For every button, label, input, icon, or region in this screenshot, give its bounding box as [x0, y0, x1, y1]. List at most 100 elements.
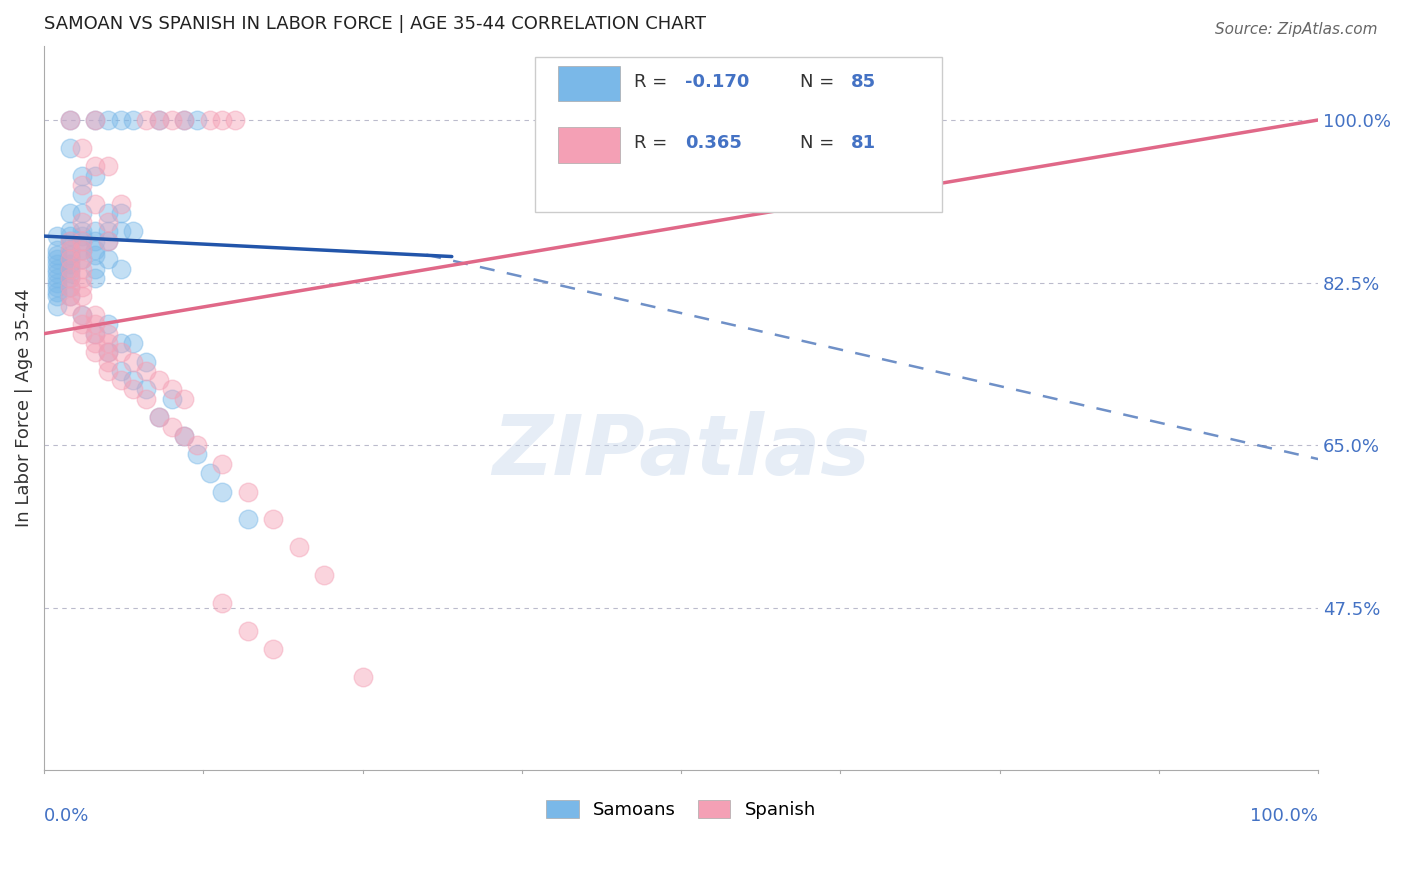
Point [97, 206, 120, 220]
Point [72, 271, 94, 285]
Point [236, 624, 259, 638]
Point [58, 266, 80, 280]
Point [45, 261, 67, 276]
Text: R =: R = [634, 135, 673, 153]
Point [45, 243, 67, 257]
Text: N =: N = [800, 73, 839, 91]
Point [72, 252, 94, 267]
Text: N =: N = [800, 135, 839, 153]
Point [45, 229, 67, 244]
Point [72, 318, 94, 332]
Point [135, 354, 157, 368]
Point [173, 429, 195, 443]
Point [72, 261, 94, 276]
Point [148, 410, 170, 425]
Point [236, 484, 259, 499]
Point [72, 326, 94, 341]
Point [262, 512, 284, 526]
Point [110, 261, 132, 276]
Point [148, 113, 170, 128]
Point [186, 113, 208, 128]
Point [84, 224, 107, 238]
Point [58, 206, 80, 220]
FancyBboxPatch shape [534, 56, 942, 212]
Point [45, 257, 67, 271]
Point [352, 670, 374, 684]
Point [236, 512, 259, 526]
Point [173, 113, 195, 128]
Point [97, 345, 120, 359]
Point [58, 248, 80, 262]
Text: -0.170: -0.170 [685, 73, 749, 91]
Point [97, 364, 120, 378]
Point [160, 392, 183, 406]
FancyBboxPatch shape [558, 128, 620, 163]
Point [72, 280, 94, 294]
Point [72, 252, 94, 267]
Point [110, 224, 132, 238]
Point [97, 113, 120, 128]
Point [58, 299, 80, 313]
Point [97, 252, 120, 267]
Point [211, 113, 233, 128]
Point [110, 206, 132, 220]
Point [72, 243, 94, 257]
Point [58, 271, 80, 285]
Point [135, 383, 157, 397]
Point [58, 234, 80, 248]
Point [198, 113, 221, 128]
Point [72, 243, 94, 257]
Point [84, 113, 107, 128]
Point [72, 224, 94, 238]
Point [160, 419, 183, 434]
Point [58, 280, 80, 294]
Point [58, 289, 80, 303]
Point [135, 364, 157, 378]
Point [58, 289, 80, 303]
Point [84, 335, 107, 350]
Point [72, 234, 94, 248]
FancyBboxPatch shape [558, 66, 620, 102]
Point [84, 271, 107, 285]
Point [84, 261, 107, 276]
Point [84, 113, 107, 128]
Point [45, 276, 67, 290]
Point [58, 261, 80, 276]
Point [97, 318, 120, 332]
Text: 100.0%: 100.0% [1250, 807, 1319, 825]
Point [97, 234, 120, 248]
Point [58, 261, 80, 276]
Point [58, 243, 80, 257]
Point [72, 308, 94, 322]
Point [84, 248, 107, 262]
Point [97, 335, 120, 350]
Point [122, 354, 145, 368]
Point [84, 243, 107, 257]
Point [148, 410, 170, 425]
Point [135, 113, 157, 128]
Point [110, 113, 132, 128]
Point [160, 383, 183, 397]
Point [224, 113, 246, 128]
Point [84, 196, 107, 211]
Text: R =: R = [634, 73, 673, 91]
Point [58, 113, 80, 128]
Point [72, 206, 94, 220]
Text: 85: 85 [851, 73, 876, 91]
Point [84, 160, 107, 174]
Point [84, 326, 107, 341]
Point [122, 373, 145, 387]
Text: 0.0%: 0.0% [44, 807, 90, 825]
Point [97, 234, 120, 248]
Point [72, 169, 94, 183]
Point [211, 457, 233, 471]
Point [135, 392, 157, 406]
Point [262, 642, 284, 657]
Point [148, 373, 170, 387]
Point [110, 373, 132, 387]
Point [97, 160, 120, 174]
Point [122, 383, 145, 397]
Point [58, 224, 80, 238]
Point [45, 252, 67, 267]
Point [45, 299, 67, 313]
